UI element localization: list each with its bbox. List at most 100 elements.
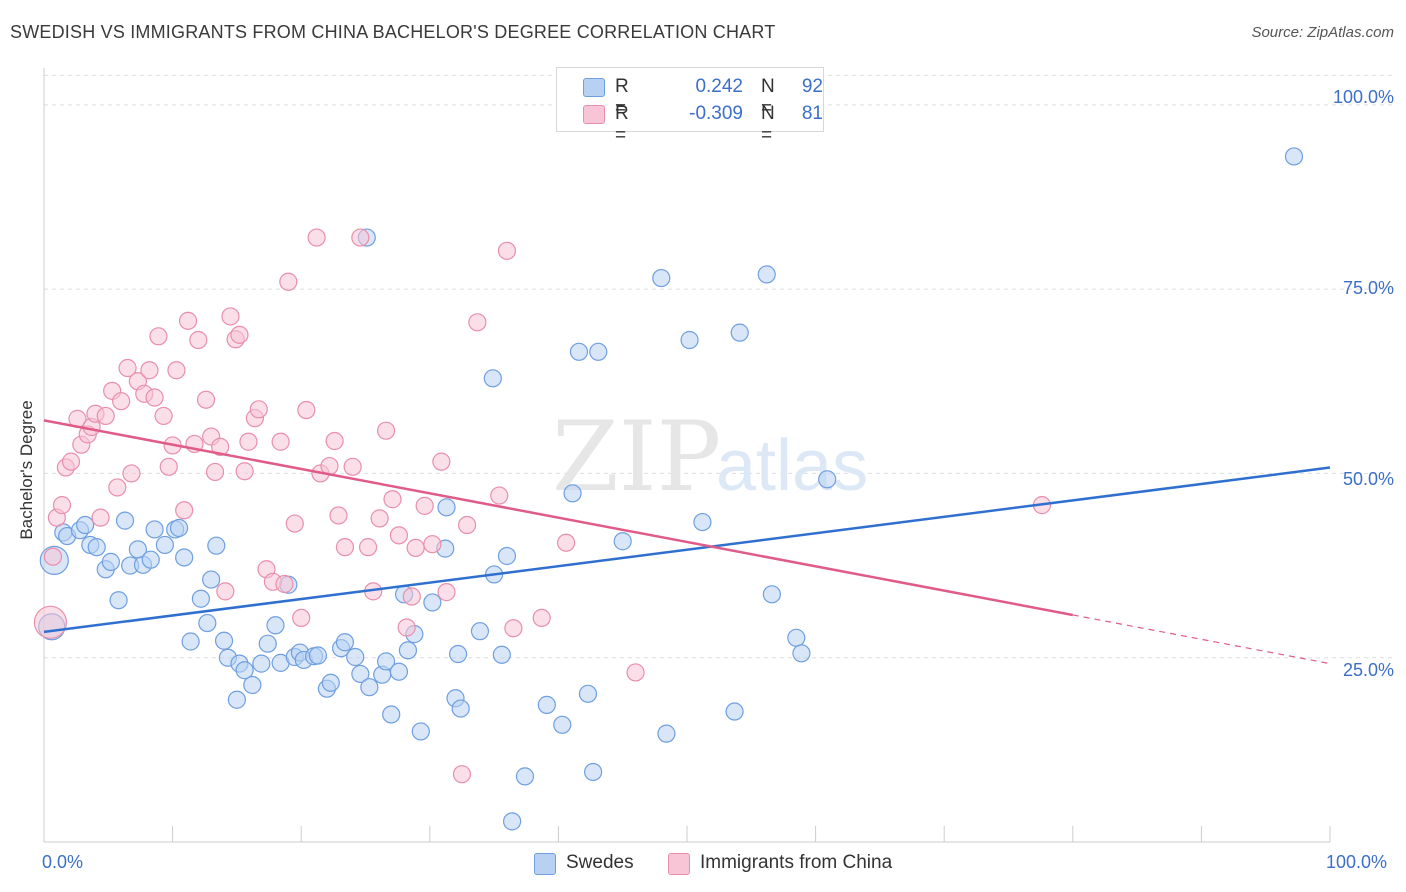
point-china bbox=[297, 400, 316, 420]
point-swedes bbox=[115, 511, 135, 530]
point-china bbox=[490, 486, 509, 505]
bottom-legend-label-china: Immigrants from China bbox=[700, 852, 893, 873]
point-swedes bbox=[503, 812, 522, 831]
point-china bbox=[178, 311, 198, 330]
point-china bbox=[167, 361, 186, 380]
point-swedes bbox=[145, 520, 164, 539]
point-swedes bbox=[693, 512, 712, 532]
point-swedes bbox=[448, 644, 468, 664]
point-swedes bbox=[346, 647, 365, 667]
point-china bbox=[432, 452, 451, 471]
point-swedes bbox=[155, 535, 174, 555]
point-swedes bbox=[537, 695, 556, 714]
point-swedes bbox=[87, 538, 106, 557]
point-swedes bbox=[266, 616, 285, 635]
point-china bbox=[211, 437, 230, 456]
point-china bbox=[118, 358, 137, 378]
point-china bbox=[275, 574, 294, 594]
point-china bbox=[437, 583, 456, 602]
point-china bbox=[457, 515, 477, 535]
point-swedes bbox=[411, 722, 430, 741]
point-swedes bbox=[757, 265, 776, 284]
source-label: Source: ZipAtlas.com bbox=[1251, 24, 1394, 41]
point-swedes bbox=[321, 673, 340, 692]
point-swedes bbox=[515, 767, 535, 786]
point-china bbox=[335, 538, 355, 557]
bottom-legend-swatch-swedes bbox=[534, 853, 556, 875]
point-swedes bbox=[578, 684, 598, 703]
point-china bbox=[468, 313, 487, 332]
watermark: ZIP atlas bbox=[552, 401, 868, 513]
point-swedes bbox=[398, 641, 418, 660]
point-swedes bbox=[376, 652, 396, 671]
point-china bbox=[285, 514, 304, 533]
legend-r-label: R = bbox=[615, 103, 629, 146]
point-china bbox=[497, 241, 517, 260]
point-china bbox=[96, 406, 115, 426]
point-china bbox=[196, 390, 216, 409]
point-china bbox=[108, 478, 127, 497]
point-china bbox=[626, 663, 645, 682]
y-tick-label: 75.0% bbox=[1342, 278, 1394, 298]
point-swedes bbox=[470, 622, 490, 641]
point-china bbox=[415, 496, 434, 515]
y-tick-label: 50.0% bbox=[1342, 469, 1394, 489]
point-swedes bbox=[787, 628, 806, 647]
bottom-legend-swatch-china bbox=[668, 853, 690, 875]
legend-swatch-swedes bbox=[583, 78, 605, 97]
point-china bbox=[145, 388, 164, 407]
legend-n-value: 81 bbox=[801, 103, 823, 124]
legend-swatch-china bbox=[583, 105, 605, 124]
x-tick-label-max: 100.0% bbox=[1326, 852, 1388, 872]
point-swedes bbox=[76, 515, 95, 535]
point-china bbox=[279, 272, 298, 291]
point-swedes bbox=[141, 550, 160, 569]
point-china bbox=[112, 392, 131, 411]
chart-title: SWEDISH VS IMMIGRANTS FROM CHINA BACHELO… bbox=[10, 22, 776, 42]
point-swedes bbox=[423, 593, 442, 612]
point-china bbox=[307, 228, 326, 247]
point-swedes bbox=[563, 484, 582, 503]
point-swedes bbox=[613, 532, 632, 551]
point-china bbox=[239, 432, 258, 451]
point-swedes bbox=[175, 548, 194, 567]
point-china bbox=[423, 535, 442, 554]
point-swedes bbox=[725, 702, 744, 721]
point-swedes bbox=[584, 762, 603, 782]
point-swedes bbox=[762, 585, 781, 604]
scatter-points bbox=[33, 147, 1304, 831]
legend-box: R = 0.242 N = 92 R = -0.309 N = 81 bbox=[556, 67, 824, 146]
point-swedes bbox=[360, 678, 379, 697]
point-china bbox=[61, 452, 81, 471]
point-china bbox=[389, 526, 409, 545]
point-china bbox=[397, 618, 416, 637]
legend-n-label: N = bbox=[761, 103, 775, 146]
point-china bbox=[452, 765, 472, 784]
watermark-atlas: atlas bbox=[716, 426, 868, 506]
point-swedes bbox=[730, 323, 749, 342]
point-china bbox=[358, 538, 378, 557]
bottom-legend-label-swedes: Swedes bbox=[566, 852, 634, 873]
point-china bbox=[189, 330, 208, 350]
point-china bbox=[504, 619, 523, 638]
point-china bbox=[230, 325, 249, 344]
point-swedes bbox=[227, 690, 246, 709]
point-swedes bbox=[351, 664, 370, 684]
legend-r-label: R = bbox=[615, 76, 629, 119]
point-swedes bbox=[652, 268, 671, 288]
point-swedes bbox=[258, 634, 277, 653]
legend-n-label: N = bbox=[761, 76, 775, 119]
point-swedes bbox=[207, 536, 226, 555]
legend-n-value: 92 bbox=[801, 76, 823, 97]
point-china bbox=[329, 506, 348, 525]
point-swedes bbox=[335, 633, 355, 652]
point-swedes bbox=[128, 540, 147, 559]
point-swedes bbox=[437, 498, 456, 517]
trend-line-china-extension bbox=[1072, 614, 1331, 665]
point-china bbox=[249, 400, 268, 419]
x-tick-label-min: 0.0% bbox=[42, 852, 84, 872]
point-swedes bbox=[198, 613, 217, 633]
point-china bbox=[532, 608, 551, 628]
point-swedes bbox=[792, 644, 811, 663]
